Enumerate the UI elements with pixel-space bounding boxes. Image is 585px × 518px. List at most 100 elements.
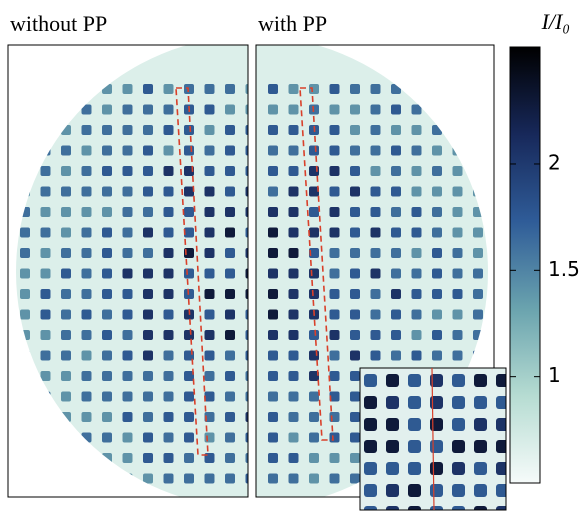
spot	[268, 371, 278, 381]
spot	[61, 371, 71, 381]
spot	[184, 269, 194, 279]
spot	[61, 433, 71, 443]
spot	[391, 228, 401, 238]
spot	[386, 418, 399, 431]
spot	[289, 330, 299, 340]
spot	[371, 207, 381, 217]
tick-label: 1	[548, 363, 561, 387]
spot	[330, 105, 340, 115]
spot	[289, 392, 299, 402]
spot	[82, 453, 92, 463]
spot	[371, 146, 381, 156]
spot	[246, 248, 256, 258]
spot	[205, 392, 215, 402]
spot	[143, 310, 153, 320]
spot	[494, 187, 504, 197]
spot	[164, 453, 174, 463]
panel-title: without PP	[10, 11, 107, 36]
spot	[82, 125, 92, 135]
spot	[350, 412, 360, 422]
spot	[453, 248, 463, 258]
spot	[386, 484, 399, 497]
spot	[143, 371, 153, 381]
spot	[473, 166, 483, 176]
spot	[330, 228, 340, 238]
spot	[184, 453, 194, 463]
spot	[225, 433, 235, 443]
spot	[453, 84, 463, 94]
spot	[246, 433, 256, 443]
spot	[289, 105, 299, 115]
spot	[20, 207, 30, 217]
spot	[289, 310, 299, 320]
spot	[102, 187, 112, 197]
spot	[61, 412, 71, 422]
spot	[82, 105, 92, 115]
spot	[82, 371, 92, 381]
spot	[164, 125, 174, 135]
spot	[123, 310, 133, 320]
spot	[246, 351, 256, 361]
spot	[143, 269, 153, 279]
spot	[350, 125, 360, 135]
spot	[205, 474, 215, 484]
spot	[364, 440, 377, 453]
spot	[474, 418, 487, 431]
spot	[102, 207, 112, 217]
spot	[452, 374, 465, 387]
spot	[61, 453, 71, 463]
spot	[408, 462, 421, 475]
spot	[330, 248, 340, 258]
spot	[102, 474, 112, 484]
spot	[494, 248, 504, 258]
spot	[430, 462, 443, 475]
spot	[330, 187, 340, 197]
spot	[102, 310, 112, 320]
spot	[41, 125, 51, 135]
panel-image	[8, 30, 256, 510]
spot	[408, 374, 421, 387]
spot	[268, 310, 278, 320]
spot	[494, 330, 504, 340]
spot	[102, 392, 112, 402]
spot	[205, 269, 215, 279]
spot	[430, 440, 443, 453]
spot	[41, 146, 51, 156]
spot	[371, 310, 381, 320]
spot	[494, 146, 504, 156]
spot	[412, 351, 422, 361]
spot	[268, 166, 278, 176]
spot	[41, 105, 51, 115]
spot	[184, 392, 194, 402]
spot	[246, 392, 256, 402]
spot	[473, 248, 483, 258]
spot	[20, 269, 30, 279]
spot	[496, 374, 509, 387]
spot	[184, 474, 194, 484]
spot	[391, 330, 401, 340]
spot	[432, 269, 442, 279]
spot	[412, 105, 422, 115]
spot	[289, 228, 299, 238]
spot	[386, 396, 399, 409]
spot	[61, 166, 71, 176]
spot	[309, 228, 319, 238]
spot	[350, 187, 360, 197]
spot	[289, 146, 299, 156]
spot	[350, 105, 360, 115]
spot	[452, 440, 465, 453]
spot	[123, 351, 133, 361]
spot	[350, 433, 360, 443]
spot	[225, 125, 235, 135]
spot	[371, 330, 381, 340]
spot	[41, 187, 51, 197]
spot	[473, 351, 483, 361]
spot	[268, 84, 278, 94]
spot	[412, 228, 422, 238]
spot	[184, 228, 194, 238]
spot	[205, 289, 215, 299]
spot	[474, 484, 487, 497]
spot	[412, 289, 422, 299]
spot	[143, 146, 153, 156]
spot	[412, 84, 422, 94]
